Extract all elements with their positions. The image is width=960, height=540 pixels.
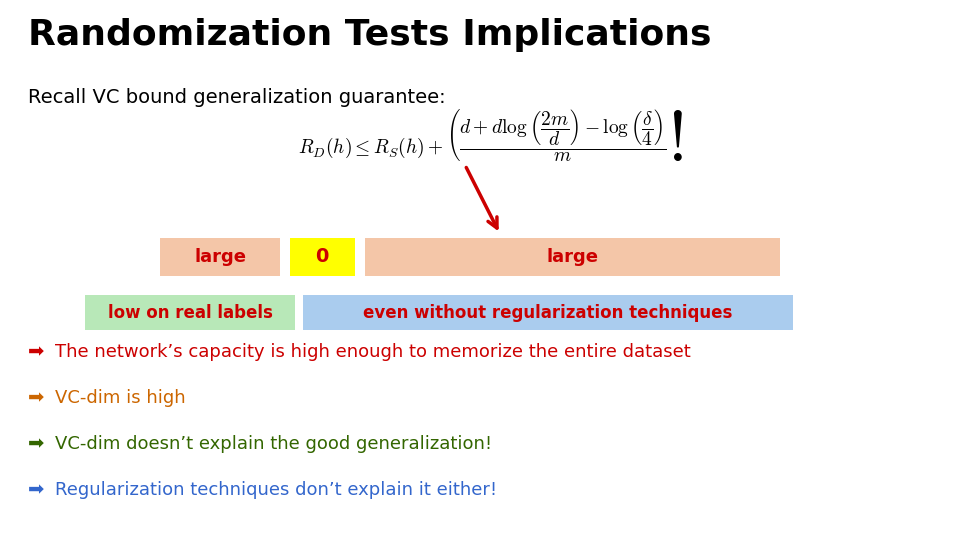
Text: large: large — [546, 248, 598, 266]
Text: low on real labels: low on real labels — [108, 303, 273, 321]
Text: Regularization techniques don’t explain it either!: Regularization techniques don’t explain … — [55, 481, 497, 499]
Text: $R_D(h) \leq R_S(h) + \left(\dfrac{d + d\log\left(\dfrac{2m}{d}\right) - \log\le: $R_D(h) \leq R_S(h) + \left(\dfrac{d + d… — [298, 108, 683, 164]
Text: VC-dim doesn’t explain the good generalization!: VC-dim doesn’t explain the good generali… — [55, 435, 492, 453]
Text: large: large — [194, 248, 246, 266]
Text: even without regularization techniques: even without regularization techniques — [363, 303, 732, 321]
Text: 0: 0 — [315, 247, 328, 267]
Text: ➡: ➡ — [28, 342, 44, 361]
Bar — [290, 238, 355, 276]
Bar — [160, 238, 280, 276]
Bar — [303, 295, 793, 330]
Text: VC-dim is high: VC-dim is high — [55, 389, 185, 407]
Text: Randomization Tests Implications: Randomization Tests Implications — [28, 18, 711, 52]
Text: The network’s capacity is high enough to memorize the entire dataset: The network’s capacity is high enough to… — [55, 343, 691, 361]
Text: ➡: ➡ — [28, 388, 44, 408]
Text: ➡: ➡ — [28, 435, 44, 454]
Bar — [85, 295, 295, 330]
Text: Recall VC bound generalization guarantee:: Recall VC bound generalization guarantee… — [28, 88, 445, 107]
Bar — [365, 238, 780, 276]
Text: ➡: ➡ — [28, 481, 44, 500]
